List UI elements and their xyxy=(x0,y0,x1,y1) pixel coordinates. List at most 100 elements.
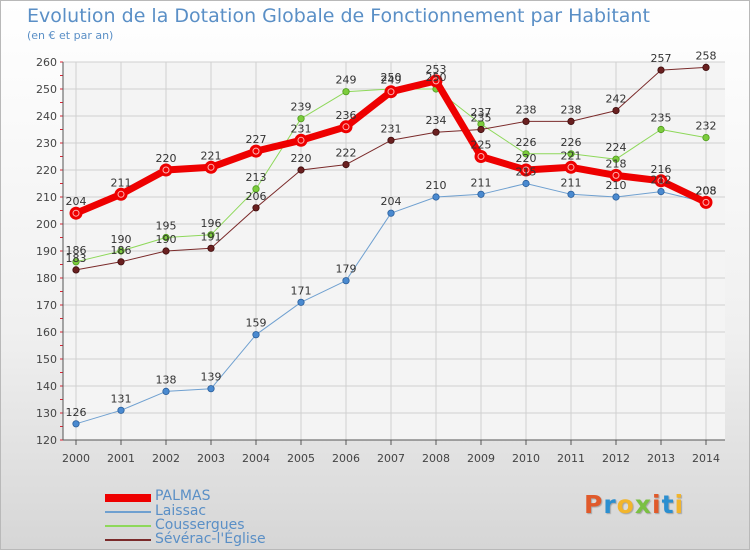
chart-title: Evolution de la Dotation Globale de Fonc… xyxy=(27,5,650,27)
data-point xyxy=(564,160,578,174)
data-point xyxy=(702,63,710,72)
data-point-inner xyxy=(207,163,215,171)
data-label: 204 xyxy=(381,195,402,208)
data-point xyxy=(162,247,170,255)
data-point-inner xyxy=(522,166,530,174)
data-point xyxy=(114,187,128,201)
data-point xyxy=(297,298,305,306)
logo-letter: i xyxy=(674,490,685,519)
y-tick-label: 240 xyxy=(36,110,57,123)
data-label: 211 xyxy=(471,176,492,189)
logo-letter: r xyxy=(603,490,617,519)
data-point xyxy=(609,168,623,182)
data-label: 183 xyxy=(66,252,87,265)
data-point xyxy=(519,163,533,177)
data-point xyxy=(297,115,305,123)
chart-subtitle: (en € et par an) xyxy=(27,29,114,42)
x-tick-label: 2001 xyxy=(107,452,135,465)
data-label: 191 xyxy=(201,230,222,243)
data-label: 213 xyxy=(246,171,267,184)
data-point xyxy=(657,125,665,134)
data-point-inner xyxy=(657,177,665,185)
y-tick-label: 140 xyxy=(36,380,57,393)
logo-letter: t xyxy=(661,490,675,519)
x-tick-label: 2010 xyxy=(512,452,540,465)
data-point xyxy=(657,66,665,74)
x-tick-label: 2008 xyxy=(422,452,450,465)
y-tick-label: 260 xyxy=(36,56,57,69)
data-label: 253 xyxy=(426,63,447,76)
data-point xyxy=(432,193,440,201)
data-point xyxy=(252,185,260,193)
x-tick-label: 2002 xyxy=(152,452,180,465)
data-point-inner xyxy=(342,123,350,131)
y-tick-label: 250 xyxy=(36,83,57,96)
data-label: 232 xyxy=(696,120,717,133)
data-label: 159 xyxy=(246,317,267,330)
data-point xyxy=(654,174,668,188)
data-point xyxy=(384,85,398,99)
data-point xyxy=(207,385,215,393)
data-point-inner xyxy=(612,171,620,179)
data-point-inner xyxy=(387,88,395,96)
x-tick-label: 2004 xyxy=(242,452,270,465)
data-label: 236 xyxy=(336,109,357,122)
data-label: 258 xyxy=(696,49,717,62)
data-label: 211 xyxy=(561,176,582,189)
y-tick-label: 120 xyxy=(36,434,57,447)
x-tick-label: 2013 xyxy=(647,452,675,465)
data-label: 126 xyxy=(66,406,87,419)
data-point-inner xyxy=(702,198,710,206)
data-label: 210 xyxy=(426,179,447,192)
data-label: 234 xyxy=(426,114,447,127)
x-tick-label: 2011 xyxy=(557,452,585,465)
data-label: 242 xyxy=(606,93,627,106)
y-tick-label: 200 xyxy=(36,218,57,231)
x-tick-label: 2003 xyxy=(197,452,225,465)
data-point xyxy=(432,128,440,136)
data-point xyxy=(159,163,173,177)
data-label: 249 xyxy=(336,74,357,87)
data-label: 221 xyxy=(201,149,222,162)
y-tick-label: 210 xyxy=(36,191,57,204)
data-label: 250 xyxy=(426,71,447,84)
data-point xyxy=(294,133,308,147)
data-label: 186 xyxy=(111,244,132,257)
y-tick-label: 220 xyxy=(36,164,57,177)
data-point xyxy=(204,160,218,174)
data-label: 238 xyxy=(561,103,582,116)
data-label: 226 xyxy=(516,136,537,149)
data-point xyxy=(429,74,443,88)
data-point xyxy=(612,193,620,201)
logo-letter: x xyxy=(634,490,652,519)
data-point xyxy=(207,231,215,239)
data-label: 211 xyxy=(111,176,132,189)
data-point-inner xyxy=(477,153,485,160)
data-point-inner xyxy=(297,136,305,144)
data-point xyxy=(342,161,350,169)
data-label: 220 xyxy=(291,152,312,165)
legend-label-coussergues: Coussergues xyxy=(155,517,245,533)
data-point xyxy=(522,179,530,188)
data-point xyxy=(249,144,263,158)
data-point xyxy=(339,120,353,134)
data-label: 131 xyxy=(111,392,132,405)
data-label: 222 xyxy=(336,147,357,160)
data-point xyxy=(612,155,620,163)
data-point xyxy=(702,134,710,142)
data-point xyxy=(297,166,305,174)
data-point xyxy=(612,107,620,115)
data-label: 220 xyxy=(156,152,177,165)
legend-label-palmas: PALMAS xyxy=(155,488,211,504)
x-tick-label: 2005 xyxy=(287,452,315,465)
data-label: 221 xyxy=(561,149,582,162)
data-point xyxy=(342,277,350,285)
data-point xyxy=(207,244,215,252)
data-point-inner xyxy=(567,163,575,171)
y-tick-label: 170 xyxy=(36,299,57,312)
data-point xyxy=(477,190,485,198)
data-label: 196 xyxy=(201,217,222,230)
x-tick-label: 2007 xyxy=(377,452,405,465)
data-label: 206 xyxy=(246,190,267,203)
